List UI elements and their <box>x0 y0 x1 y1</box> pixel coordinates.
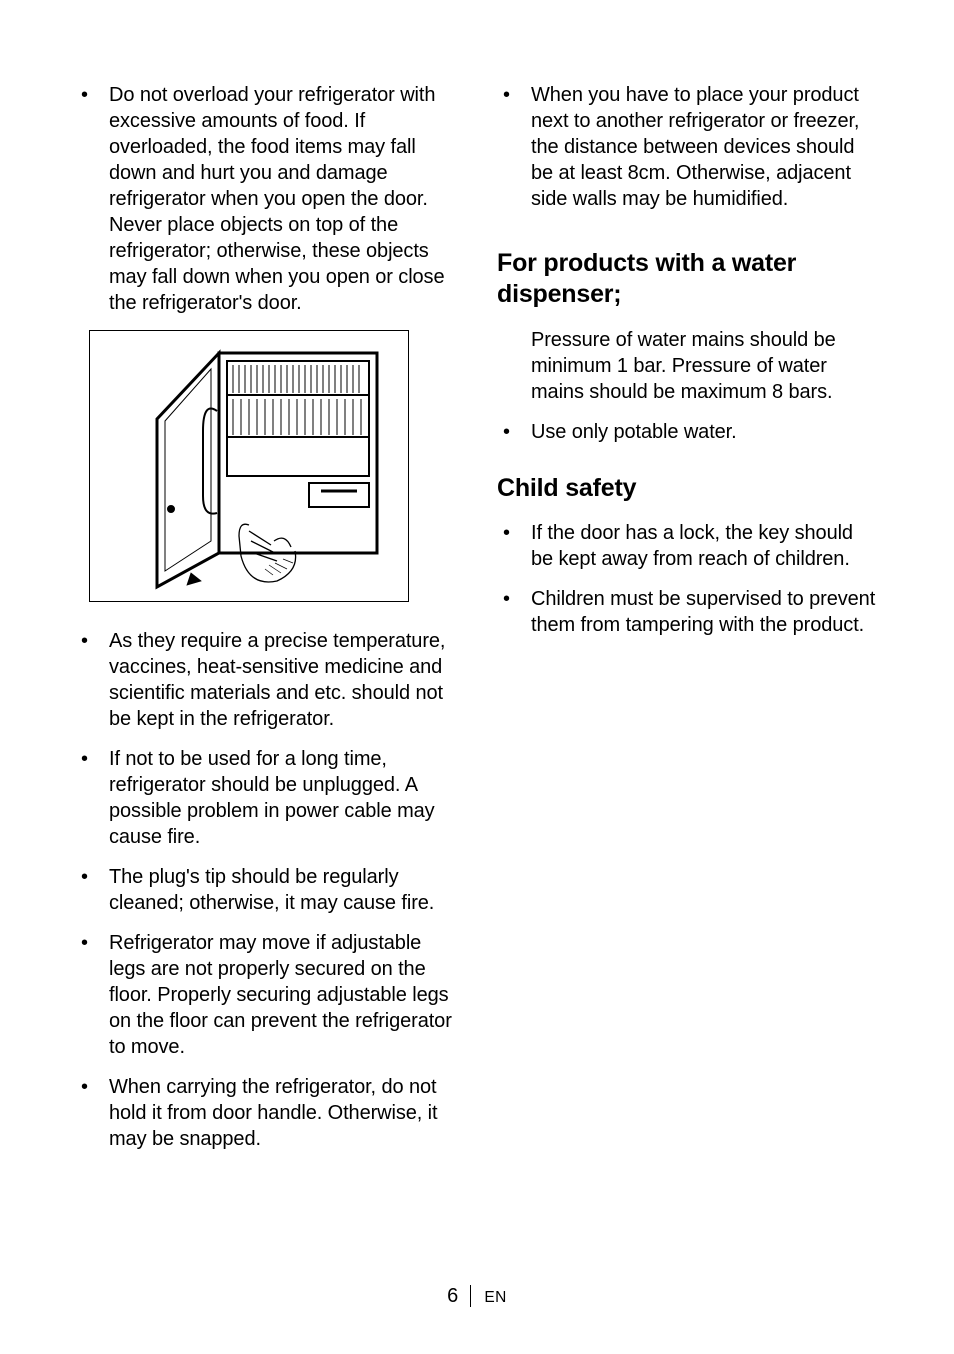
bullet-item: When carrying the refrigerator, do not h… <box>75 1074 457 1152</box>
fridge-door-svg-icon <box>99 341 399 591</box>
page-container: Do not overload your refrigerator with e… <box>0 0 954 1166</box>
bullet-item: Use only potable water. <box>497 419 879 445</box>
water-dispenser-bullets: Pressure of water mains should be minimu… <box>497 327 879 445</box>
page-language: EN <box>484 1289 507 1306</box>
bullet-item: The plug's tip should be regularly clean… <box>75 864 457 916</box>
bullet-item: Children must be supervised to prevent t… <box>497 586 879 638</box>
footer-divider <box>470 1285 471 1307</box>
page-number: 6 <box>447 1285 458 1307</box>
refrigerator-door-diagram <box>89 330 409 602</box>
left-column: Do not overload your refrigerator with e… <box>75 82 457 1166</box>
left-bottom-bullets: As they require a precise temperature, v… <box>75 628 457 1152</box>
right-column: When you have to place your product next… <box>497 82 879 1166</box>
bullet-item: If the door has a lock, the key should b… <box>497 520 879 572</box>
bullet-item: Refrigerator may move if adjustable legs… <box>75 930 457 1060</box>
bullet-item: Pressure of water mains should be minimu… <box>497 327 879 405</box>
heading-child-safety: Child safety <box>497 473 879 504</box>
heading-water-dispenser: For products with a water dispenser; <box>497 248 879 311</box>
child-safety-bullets: If the door has a lock, the key should b… <box>497 520 879 638</box>
left-top-bullets: Do not overload your refrigerator with e… <box>75 82 457 316</box>
bullet-item: If not to be used for a long time, refri… <box>75 746 457 850</box>
page-footer: 6 EN <box>0 1285 954 1308</box>
right-top-bullets: When you have to place your product next… <box>497 82 879 212</box>
bullet-item: When you have to place your product next… <box>497 82 879 212</box>
bullet-item: As they require a precise temperature, v… <box>75 628 457 732</box>
bullet-item: Do not overload your refrigerator with e… <box>75 82 457 316</box>
